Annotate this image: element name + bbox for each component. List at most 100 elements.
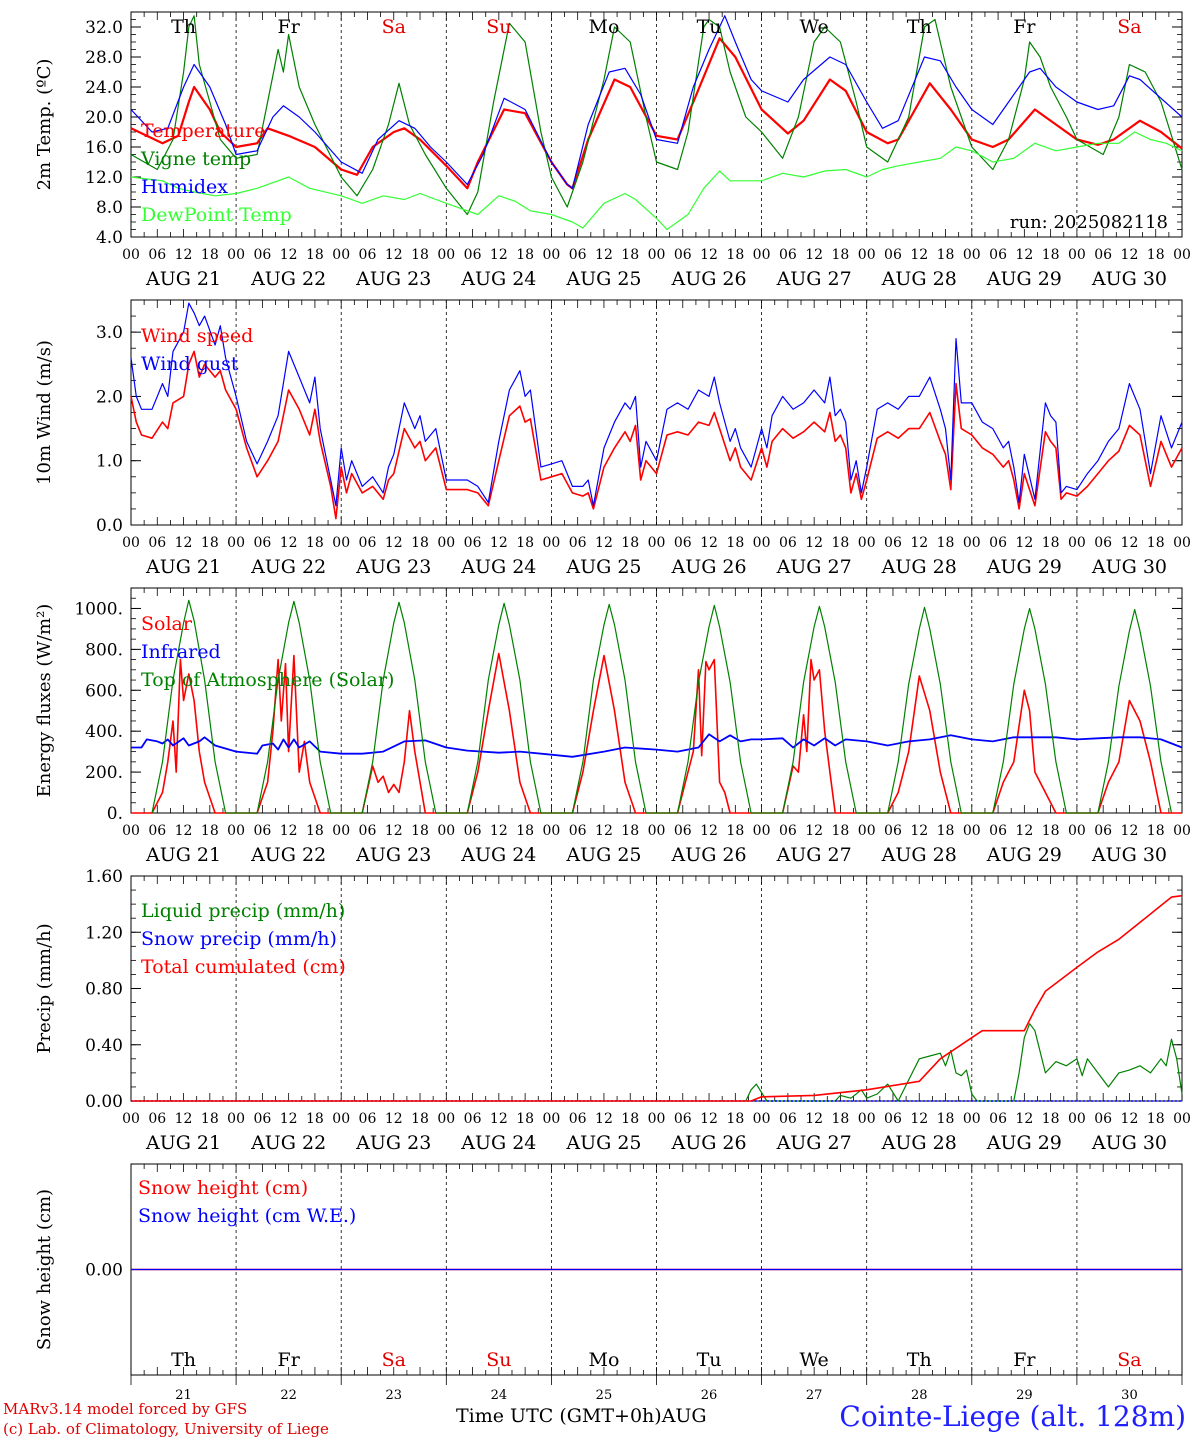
y-axis-label: Snow height (cm) [34, 1189, 55, 1350]
plot-frame [130, 299, 1183, 526]
hour-label: 06 [569, 1111, 587, 1127]
hour-label: 00 [437, 1111, 455, 1127]
hour-label: 12 [1015, 535, 1033, 551]
hour-label: 18 [726, 247, 744, 263]
series-line [130, 302, 1183, 507]
hour-label: 06 [148, 1111, 166, 1127]
hour-label: 06 [253, 823, 271, 839]
hour-label: 12 [1121, 535, 1139, 551]
hour-label: 06 [569, 823, 587, 839]
time-axis-label-text: Time UTC (GMT+0h) [456, 1405, 662, 1427]
y-axis-label: Precip (mm/h) [34, 923, 55, 1053]
series-line [131, 652, 1182, 814]
date-label: AUG 28 [881, 268, 957, 290]
hour-label: 12 [910, 535, 928, 551]
hour-label: 12 [385, 535, 403, 551]
series-line [130, 15, 1183, 189]
hour-label: 06 [253, 247, 271, 263]
hour-label: 12 [280, 247, 298, 263]
legend-entry: Liquid precip (mm/h) [141, 900, 345, 922]
date-label: AUG 27 [776, 844, 852, 866]
hour-label: 06 [1094, 247, 1112, 263]
hour-label: 00 [437, 247, 455, 263]
date-label: AUG 23 [355, 1132, 431, 1154]
hour-label: 06 [253, 535, 271, 551]
hour-label: 18 [726, 535, 744, 551]
hour-label: 00 [648, 535, 666, 551]
day-number-label: 21 [175, 1388, 192, 1403]
weekday-label: Fr [1013, 16, 1036, 38]
hour-label: 06 [779, 247, 797, 263]
hour-label: 12 [385, 1111, 403, 1127]
hour-label: 18 [516, 535, 534, 551]
date-label: AUG 22 [250, 268, 326, 290]
y-tick-label: 1000. [74, 599, 123, 619]
hour-label: 18 [201, 1111, 219, 1127]
hour-label: 06 [989, 1111, 1007, 1127]
hour-label: 00 [753, 535, 771, 551]
hour-label: 12 [280, 535, 298, 551]
hour-label: 18 [937, 823, 955, 839]
date-label: AUG 30 [1091, 1132, 1167, 1154]
hour-label: 12 [175, 823, 193, 839]
y-tick-label: 0.80 [85, 980, 123, 1000]
day-number-label: 29 [1016, 1388, 1033, 1403]
series-line [151, 599, 1173, 814]
hour-label: 18 [411, 535, 429, 551]
hour-label: 12 [595, 823, 613, 839]
hour-label: 06 [884, 1111, 902, 1127]
hour-label: 06 [779, 1111, 797, 1127]
date-label: AUG 25 [565, 844, 641, 866]
hour-label: 18 [937, 1111, 955, 1127]
date-label: AUG 27 [776, 268, 852, 290]
hour-label: 12 [595, 1111, 613, 1127]
hour-label: 18 [832, 247, 850, 263]
series-line [131, 1023, 1183, 1102]
date-label: AUG 29 [986, 844, 1062, 866]
legend-entry: Top of Atmosphere (Solar) [141, 669, 394, 691]
y-axis-label: 10m Wind (m/s) [34, 340, 55, 485]
hour-label: 00 [753, 823, 771, 839]
hour-label: 06 [989, 535, 1007, 551]
date-label: AUG 29 [986, 268, 1062, 290]
hour-label: 00 [332, 1111, 350, 1127]
hour-label: 06 [148, 247, 166, 263]
date-label: AUG 22 [250, 556, 326, 578]
hour-label: 18 [1147, 535, 1165, 551]
hour-label: 00 [648, 247, 666, 263]
weekday-label: Sa [1117, 16, 1141, 38]
panel-4: 0.00 0.40 0.80 1.20 1.60 Precip (mm/h) Liquid … [34, 867, 1191, 1154]
weekday-label: Sa [382, 1349, 406, 1371]
hour-label: 18 [516, 247, 534, 263]
y-tick-label: 12.0 [85, 168, 123, 188]
hour-label: 00 [1173, 535, 1191, 551]
hour-label: 00 [437, 535, 455, 551]
y-tick-label: 0.00 [85, 1261, 123, 1281]
hour-label: 18 [621, 1111, 639, 1127]
day-number-label: 24 [491, 1388, 508, 1403]
date-label: AUG 25 [565, 556, 641, 578]
hour-label: 06 [464, 823, 482, 839]
hour-label: 06 [674, 823, 692, 839]
legend-entry: DewPoint Temp [141, 204, 292, 226]
hour-label: 06 [884, 535, 902, 551]
day-number-label: 30 [1121, 1388, 1138, 1403]
date-label: AUG 26 [670, 556, 746, 578]
y-tick-label: 1.60 [85, 867, 123, 887]
hour-label: 18 [726, 1111, 744, 1127]
date-label: AUG 23 [355, 556, 431, 578]
hour-label: 06 [884, 247, 902, 263]
hour-label: 06 [1094, 1111, 1112, 1127]
hour-label: 00 [1068, 1111, 1086, 1127]
hour-label: 18 [1042, 247, 1060, 263]
date-label: AUG 26 [670, 268, 746, 290]
hour-label: 18 [1042, 1111, 1060, 1127]
day-number-label: 22 [280, 1388, 297, 1403]
y-tick-label: 800. [85, 640, 123, 660]
hour-label: 00 [858, 247, 876, 263]
hour-label: 06 [674, 535, 692, 551]
hour-label: 06 [779, 823, 797, 839]
y-tick-label: 0.0 [96, 516, 123, 536]
weekday-label: Fr [1013, 1349, 1036, 1371]
